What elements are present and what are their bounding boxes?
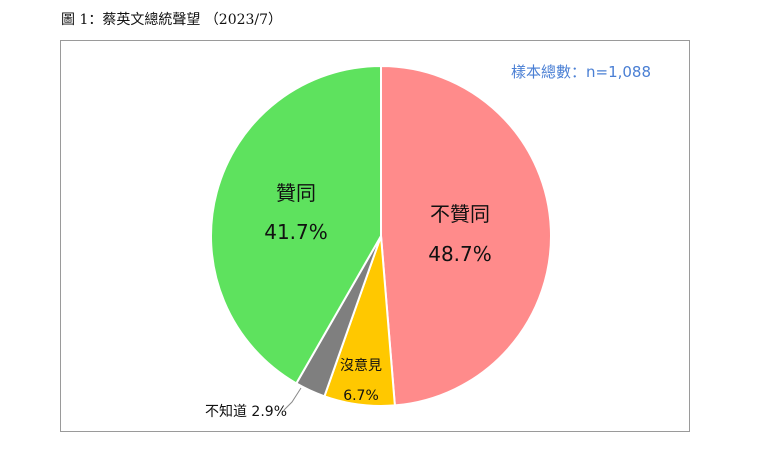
sample-size-note: 樣本總數：n=1,088 bbox=[511, 63, 652, 81]
slice-agree bbox=[210, 64, 382, 385]
slice-disagree bbox=[380, 64, 552, 407]
slice-label-no-opinion: 沒意見 bbox=[340, 357, 382, 374]
slice-label-disagree: 不贊同 bbox=[430, 202, 490, 226]
slice-value-agree: 41.7% bbox=[264, 220, 328, 244]
slice-value-disagree: 48.7% bbox=[428, 242, 492, 266]
dont-know-leader-line bbox=[283, 387, 302, 411]
slice-value-no-opinion: 6.7% bbox=[343, 388, 379, 404]
slice-label-agree: 贊同 bbox=[276, 181, 316, 205]
figure-caption: 圖 1：蔡英文總統聲望 （2023/7） bbox=[61, 12, 283, 28]
slice-label-dont-know: 不知道 2.9% bbox=[205, 403, 287, 420]
